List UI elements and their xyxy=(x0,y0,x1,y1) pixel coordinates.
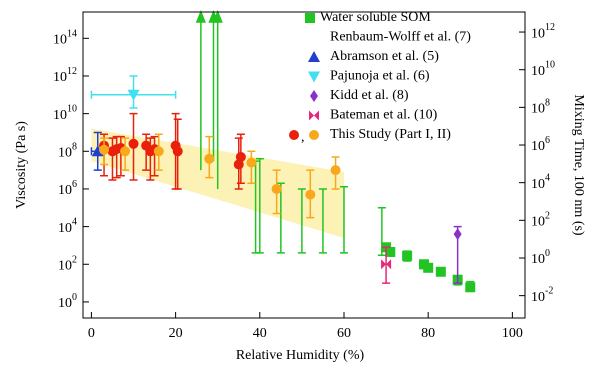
marker xyxy=(153,146,164,157)
legend-citation: Renbaum-Wolff et al. (7) xyxy=(330,30,471,45)
marker xyxy=(204,153,215,164)
marker xyxy=(246,157,257,168)
marker xyxy=(465,282,476,293)
marker xyxy=(310,90,318,102)
y2-tick-label: 1010 xyxy=(531,60,555,79)
y2-tick-label: 102 xyxy=(531,211,550,230)
y2-tick-label: 10-2 xyxy=(531,286,553,305)
marker xyxy=(120,146,131,157)
marker xyxy=(308,51,320,62)
marker xyxy=(402,250,413,261)
lower-limit-arrow xyxy=(195,9,206,171)
marker xyxy=(453,228,462,241)
legend: Water soluble SOM Renbaum-Wolff et al. (7… xyxy=(289,10,471,145)
marker xyxy=(309,110,319,121)
marker xyxy=(305,189,316,200)
marker xyxy=(127,89,140,101)
plot-frame xyxy=(82,11,526,319)
marker xyxy=(381,259,392,270)
y-tick-label: 106 xyxy=(58,179,77,198)
y-axis-label: Viscosity (Pa s) xyxy=(14,121,29,209)
legend-separator: , xyxy=(301,130,305,145)
x-axis-label: Relative Humidity (%) xyxy=(236,348,365,363)
lower-limit-arrow xyxy=(208,9,219,162)
legend-label: This Study (Part I, II) xyxy=(330,127,451,142)
marker xyxy=(233,159,244,170)
y2-axis-label: Mixing Time, 100 nm (s) xyxy=(571,94,586,236)
range-bar xyxy=(276,182,285,254)
y-tick-label: 1014 xyxy=(53,29,77,48)
marker xyxy=(385,246,396,257)
range-bar xyxy=(255,158,264,254)
x-tick-label: 20 xyxy=(169,326,183,341)
error-bar xyxy=(382,246,391,284)
marker xyxy=(172,146,183,157)
marker xyxy=(271,183,282,194)
error-bar xyxy=(150,135,159,177)
error-bar xyxy=(108,137,117,181)
marker xyxy=(305,13,315,23)
range-bar xyxy=(339,186,348,254)
marker xyxy=(289,130,299,140)
x-tick-label: 0 xyxy=(88,326,95,341)
error-bar xyxy=(382,246,391,284)
x-tick-label: 40 xyxy=(253,326,267,341)
y2-tick-label: 108 xyxy=(531,98,550,117)
y-tick-label: 100 xyxy=(58,292,77,311)
marker xyxy=(128,138,139,149)
marker xyxy=(235,151,246,162)
plot-area xyxy=(90,9,476,293)
x-tick-label: 100 xyxy=(502,326,523,341)
marker xyxy=(330,165,341,176)
legend-label: Bateman et al. (10) xyxy=(330,108,438,123)
y-tick-label: 104 xyxy=(58,217,77,236)
y-tick-label: 102 xyxy=(58,255,77,274)
range-bar xyxy=(318,188,327,254)
legend-label: Water soluble SOM xyxy=(320,10,431,25)
range-bar xyxy=(297,188,306,254)
y2-tick-label: 104 xyxy=(531,173,550,192)
marker xyxy=(423,262,434,273)
range-bar xyxy=(276,182,285,254)
legend-label: Abramson et al. (5) xyxy=(330,49,439,64)
legend-label: Kidd et al. (8) xyxy=(330,88,409,103)
marker xyxy=(99,144,110,155)
y-tick-label: 108 xyxy=(58,142,77,161)
range-bar xyxy=(339,186,348,254)
x-tick-label: 60 xyxy=(337,326,351,341)
y2-tick-label: 1012 xyxy=(531,22,555,41)
legend-label: Pajunoja et al. (6) xyxy=(330,69,430,84)
range-bar xyxy=(255,158,264,254)
y2-tick-label: 100 xyxy=(531,248,550,267)
error-bar xyxy=(150,135,159,177)
y-tick-label: 1012 xyxy=(53,66,77,85)
x-tick-label: 80 xyxy=(421,326,435,341)
marker xyxy=(308,71,320,83)
marker xyxy=(309,130,319,140)
marker xyxy=(435,266,446,277)
range-bar xyxy=(297,188,306,254)
y-tick-label: 1010 xyxy=(53,104,77,123)
error-bar xyxy=(108,137,117,181)
y2-tick-label: 106 xyxy=(531,135,550,154)
lower-limit-arrow xyxy=(212,9,223,189)
range-bar xyxy=(318,188,327,254)
